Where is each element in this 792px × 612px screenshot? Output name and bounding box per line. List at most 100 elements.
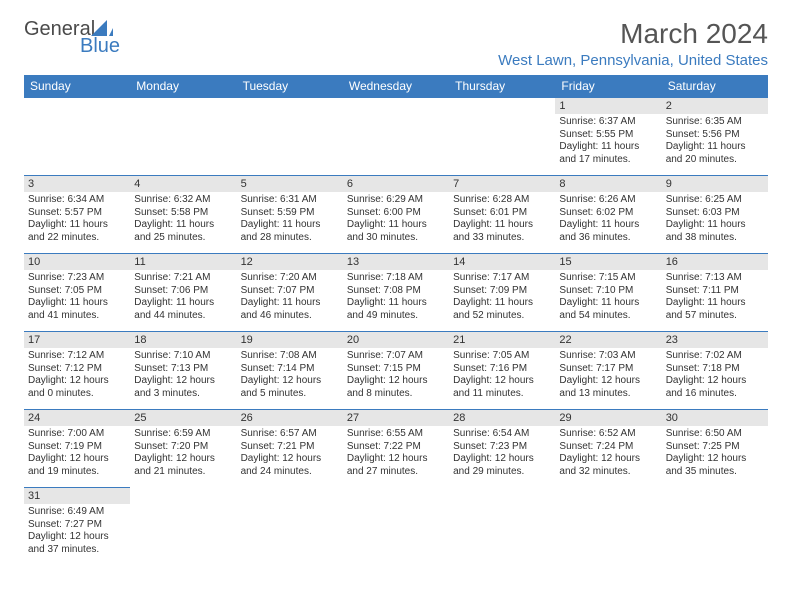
week-row: 17Sunrise: 7:12 AMSunset: 7:12 PMDayligh…	[24, 332, 768, 410]
sunrise-line: Sunrise: 6:54 AM	[453, 428, 551, 441]
day-number: 15	[555, 254, 661, 270]
day-number: 4	[130, 176, 236, 192]
sunrise-line: Sunrise: 6:25 AM	[666, 194, 764, 207]
day-cell: 31Sunrise: 6:49 AMSunset: 7:27 PMDayligh…	[24, 488, 130, 566]
sunrise-line: Sunrise: 7:02 AM	[666, 350, 764, 363]
day-number: 11	[130, 254, 236, 270]
day-number: 28	[449, 410, 555, 426]
day-number: 31	[24, 488, 130, 504]
daylight-line-2: and 35 minutes.	[666, 466, 764, 479]
day-cell: 5Sunrise: 6:31 AMSunset: 5:59 PMDaylight…	[237, 176, 343, 254]
sunrise-line: Sunrise: 6:55 AM	[347, 428, 445, 441]
sunset-line: Sunset: 6:01 PM	[453, 207, 551, 220]
day-number: 14	[449, 254, 555, 270]
day-cell: 23Sunrise: 7:02 AMSunset: 7:18 PMDayligh…	[662, 332, 768, 410]
day-number: 1	[555, 98, 661, 114]
sunrise-line: Sunrise: 7:13 AM	[666, 272, 764, 285]
daylight-line-1: Daylight: 12 hours	[241, 453, 339, 466]
day-number: 16	[662, 254, 768, 270]
daylight-line-2: and 37 minutes.	[28, 544, 126, 557]
day-number: 8	[555, 176, 661, 192]
day-cell: 25Sunrise: 6:59 AMSunset: 7:20 PMDayligh…	[130, 410, 236, 488]
sunrise-line: Sunrise: 6:49 AM	[28, 506, 126, 519]
sunset-line: Sunset: 7:19 PM	[28, 441, 126, 454]
daylight-line-1: Daylight: 11 hours	[453, 219, 551, 232]
daylight-line-2: and 46 minutes.	[241, 310, 339, 323]
dow-monday: Monday	[130, 75, 236, 98]
sunset-line: Sunset: 7:13 PM	[134, 363, 232, 376]
day-details: Sunrise: 7:03 AMSunset: 7:17 PMDaylight:…	[555, 348, 661, 402]
day-cell: 7 Sunrise: 6:28 AMSunset: 6:01 PMDaylight…	[449, 176, 555, 254]
daylight-line-1: Daylight: 12 hours	[134, 375, 232, 388]
sunrise-line: Sunrise: 7:00 AM	[28, 428, 126, 441]
day-number: 13	[343, 254, 449, 270]
sunrise-line: Sunrise: 6:37 AM	[559, 116, 657, 129]
week-row: 1Sunrise: 6:37 AMSunset: 5:55 PMDaylight…	[24, 98, 768, 176]
daylight-line-2: and 22 minutes.	[28, 232, 126, 245]
day-details: Sunrise: 7:00 AMSunset: 7:19 PMDaylight:…	[24, 426, 130, 480]
daylight-line-2: and 25 minutes.	[134, 232, 232, 245]
week-row: 10Sunrise: 7:23 AMSunset: 7:05 PMDayligh…	[24, 254, 768, 332]
day-details: Sunrise: 6:34 AMSunset: 5:57 PMDaylight:…	[24, 192, 130, 246]
daylight-line-2: and 32 minutes.	[559, 466, 657, 479]
day-number: 7	[449, 176, 555, 192]
sunset-line: Sunset: 5:56 PM	[666, 129, 764, 142]
daylight-line-1: Daylight: 12 hours	[134, 453, 232, 466]
daylight-line-1: Daylight: 11 hours	[666, 141, 764, 154]
sunset-line: Sunset: 7:09 PM	[453, 285, 551, 298]
daylight-line-2: and 17 minutes.	[559, 154, 657, 167]
daylight-line-1: Daylight: 12 hours	[347, 375, 445, 388]
day-cell: 28Sunrise: 6:54 AMSunset: 7:23 PMDayligh…	[449, 410, 555, 488]
day-details: Sunrise: 7:05 AMSunset: 7:16 PMDaylight:…	[449, 348, 555, 402]
day-details: Sunrise: 6:26 AMSunset: 6:02 PMDaylight:…	[555, 192, 661, 246]
day-details: Sunrise: 6:50 AMSunset: 7:25 PMDaylight:…	[662, 426, 768, 480]
daylight-line-2: and 8 minutes.	[347, 388, 445, 401]
sunset-line: Sunset: 5:58 PM	[134, 207, 232, 220]
day-details: Sunrise: 7:08 AMSunset: 7:14 PMDaylight:…	[237, 348, 343, 402]
sunrise-line: Sunrise: 6:28 AM	[453, 194, 551, 207]
day-cell: 26Sunrise: 6:57 AMSunset: 7:21 PMDayligh…	[237, 410, 343, 488]
sunrise-line: Sunrise: 6:35 AM	[666, 116, 764, 129]
daylight-line-2: and 16 minutes.	[666, 388, 764, 401]
day-cell	[237, 488, 343, 566]
daylight-line-2: and 38 minutes.	[666, 232, 764, 245]
day-cell: 11Sunrise: 7:21 AMSunset: 7:06 PMDayligh…	[130, 254, 236, 332]
daylight-line-2: and 21 minutes.	[134, 466, 232, 479]
day-cell: 3Sunrise: 6:34 AMSunset: 5:57 PMDaylight…	[24, 176, 130, 254]
day-details: Sunrise: 7:18 AMSunset: 7:08 PMDaylight:…	[343, 270, 449, 324]
sunset-line: Sunset: 5:55 PM	[559, 129, 657, 142]
daylight-line-1: Daylight: 11 hours	[28, 219, 126, 232]
daylight-line-1: Daylight: 12 hours	[241, 375, 339, 388]
sunset-line: Sunset: 7:05 PM	[28, 285, 126, 298]
day-cell: 8Sunrise: 6:26 AMSunset: 6:02 PMDaylight…	[555, 176, 661, 254]
daylight-line-2: and 36 minutes.	[559, 232, 657, 245]
sunset-line: Sunset: 7:17 PM	[559, 363, 657, 376]
sunrise-line: Sunrise: 7:23 AM	[28, 272, 126, 285]
daylight-line-1: Daylight: 11 hours	[134, 219, 232, 232]
sunrise-line: Sunrise: 6:57 AM	[241, 428, 339, 441]
day-number: 27	[343, 410, 449, 426]
sunset-line: Sunset: 7:16 PM	[453, 363, 551, 376]
day-cell	[24, 98, 130, 176]
dow-thursday: Thursday	[449, 75, 555, 98]
day-details: Sunrise: 6:37 AMSunset: 5:55 PMDaylight:…	[555, 114, 661, 168]
week-row: 31Sunrise: 6:49 AMSunset: 7:27 PMDayligh…	[24, 488, 768, 566]
daylight-line-1: Daylight: 11 hours	[347, 219, 445, 232]
day-cell: 10Sunrise: 7:23 AMSunset: 7:05 PMDayligh…	[24, 254, 130, 332]
daylight-line-1: Daylight: 11 hours	[666, 219, 764, 232]
sunrise-line: Sunrise: 7:20 AM	[241, 272, 339, 285]
daylight-line-1: Daylight: 12 hours	[666, 375, 764, 388]
day-number: 30	[662, 410, 768, 426]
sunrise-line: Sunrise: 7:08 AM	[241, 350, 339, 363]
sunrise-line: Sunrise: 7:05 AM	[453, 350, 551, 363]
sunset-line: Sunset: 7:07 PM	[241, 285, 339, 298]
sunset-line: Sunset: 6:00 PM	[347, 207, 445, 220]
daylight-line-1: Daylight: 11 hours	[134, 297, 232, 310]
sunrise-line: Sunrise: 7:10 AM	[134, 350, 232, 363]
day-details: Sunrise: 7:13 AMSunset: 7:11 PMDaylight:…	[662, 270, 768, 324]
day-cell	[662, 488, 768, 566]
month-title: March 2024	[498, 18, 768, 50]
daylight-line-1: Daylight: 11 hours	[241, 297, 339, 310]
day-cell: 19Sunrise: 7:08 AMSunset: 7:14 PMDayligh…	[237, 332, 343, 410]
day-number: 25	[130, 410, 236, 426]
